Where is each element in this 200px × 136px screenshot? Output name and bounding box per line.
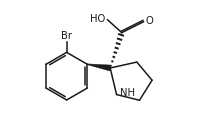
Text: HO: HO	[90, 14, 105, 24]
Text: NH: NH	[120, 88, 135, 98]
Text: O: O	[146, 16, 154, 26]
Polygon shape	[87, 64, 111, 71]
Text: Br: Br	[61, 31, 72, 41]
